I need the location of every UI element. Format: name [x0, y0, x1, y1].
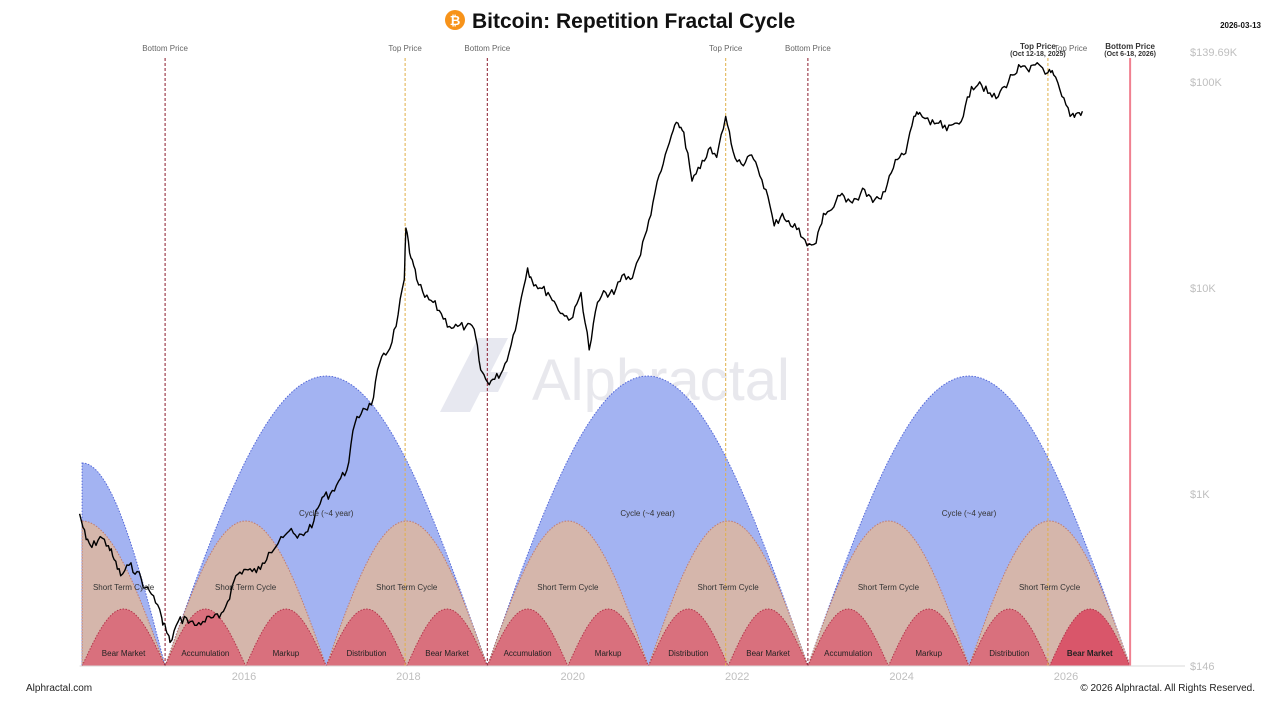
bitcoin-logo-icon: [445, 10, 465, 30]
x-tick-label-5: 2024: [889, 671, 913, 683]
marker-label-4: Top Price: [709, 44, 743, 53]
short-cycle-label-7: Short Term Cycle: [1019, 583, 1081, 592]
short-cycle-label-2: Short Term Cycle: [215, 583, 277, 592]
x-tick-label-2: 2018: [396, 671, 420, 683]
marker-label-1: Bottom Price: [142, 44, 188, 53]
y-tick-label-1: $146: [1190, 661, 1214, 673]
phase-arches: [81, 608, 1131, 667]
phase-label-12: Distribution: [989, 649, 1029, 658]
footer-left-text: Alphractal.com: [26, 683, 92, 694]
price-series: [78, 62, 1084, 644]
cycle-labels: Cycle (~4 year) Cycle (~4 year) Cycle (~4 …: [93, 509, 1113, 658]
vertical-markers: Bottom Price Top Price Bottom Price Top Pri…: [142, 42, 1156, 666]
marker-range-6: (Oct 12-18, 2025): [1010, 51, 1066, 58]
phase-label-9: Bear Market: [746, 649, 790, 658]
chart-header: ₿ Bitcoin: Repetition Fractal Cycle 2026…: [445, 10, 1262, 33]
phase-label-3: Markup: [273, 649, 300, 658]
phase-label-10: Accumulation: [824, 649, 872, 658]
phase-arch-7: [567, 608, 650, 667]
marker-label-6: Top Price: [1020, 42, 1056, 51]
y-tick-label-4: $100K: [1190, 77, 1222, 89]
y-tick-label-3: $10K: [1190, 283, 1216, 295]
cycle-label-3: Cycle (~4 year): [942, 509, 997, 518]
marker-label-2: Top Price: [388, 44, 422, 53]
short-cycle-label-4: Short Term Cycle: [537, 583, 599, 592]
phase-arch-8: [647, 608, 729, 667]
phase-arch-10: [807, 608, 890, 667]
x-tick-label-3: 2020: [561, 671, 585, 683]
phase-arch-5: [406, 608, 489, 667]
phase-arch-13: [1048, 608, 1131, 667]
phase-arch-2: [164, 608, 247, 667]
phase-arch-9: [727, 608, 809, 667]
phase-arch-12: [968, 608, 1051, 667]
phase-label-13: Bear Market: [1067, 649, 1113, 658]
footer-right-text: © 2026 Alphractal. All Rights Reserved.: [1080, 683, 1255, 694]
marker-label-5: Bottom Price: [785, 44, 831, 53]
short-cycle-label-3: Short Term Cycle: [376, 583, 438, 592]
phase-arch-4: [325, 608, 408, 667]
phase-arch-3: [244, 608, 327, 667]
chart-title: Bitcoin: Repetition Fractal Cycle: [472, 10, 795, 33]
cycle-label-1: Cycle (~4 year): [299, 509, 354, 518]
marker-sublabel-6: Top Price: [1054, 44, 1088, 53]
x-tick-label-1: 2016: [232, 671, 256, 683]
phase-label-6: Accumulation: [504, 649, 552, 658]
marker-range-7: (Oct 6-18, 2026): [1104, 51, 1156, 58]
short-cycle-label-6: Short Term Cycle: [858, 583, 920, 592]
y-tick-label-2: $1K: [1190, 489, 1210, 501]
phase-arch-1: [81, 608, 166, 667]
phase-label-1: Bear Market: [102, 649, 146, 658]
phase-label-8: Distribution: [668, 649, 708, 658]
phase-label-4: Distribution: [346, 649, 386, 658]
x-tick-label-4: 2022: [725, 671, 749, 683]
phase-arch-11: [887, 608, 970, 667]
chart-date: 2026-03-13: [1220, 21, 1261, 30]
y-tick-label-5: $139.69K: [1190, 47, 1238, 59]
x-tick-label-6: 2026: [1054, 671, 1078, 683]
watermark-logo-icon: [440, 338, 508, 412]
marker-label-7: Bottom Price: [1105, 42, 1155, 51]
phase-label-7: Markup: [595, 649, 622, 658]
marker-label-3: Bottom Price: [464, 44, 510, 53]
short-cycle-label-1: Short Term Cycle: [93, 583, 155, 592]
btc-price-line: [78, 62, 1084, 644]
bitcoin-logo-glyph: ₿: [450, 13, 461, 28]
phase-label-5: Bear Market: [425, 649, 469, 658]
phase-label-11: Markup: [915, 649, 942, 658]
axes: 2016 2018 2020 2022 2024 2026 $146 $1K $10K $100K…: [79, 47, 1238, 683]
phase-label-2: Accumulation: [181, 649, 229, 658]
short-cycle-label-5: Short Term Cycle: [698, 583, 760, 592]
cycle-label-2: Cycle (~4 year): [620, 509, 675, 518]
phase-arch-6: [486, 608, 569, 667]
